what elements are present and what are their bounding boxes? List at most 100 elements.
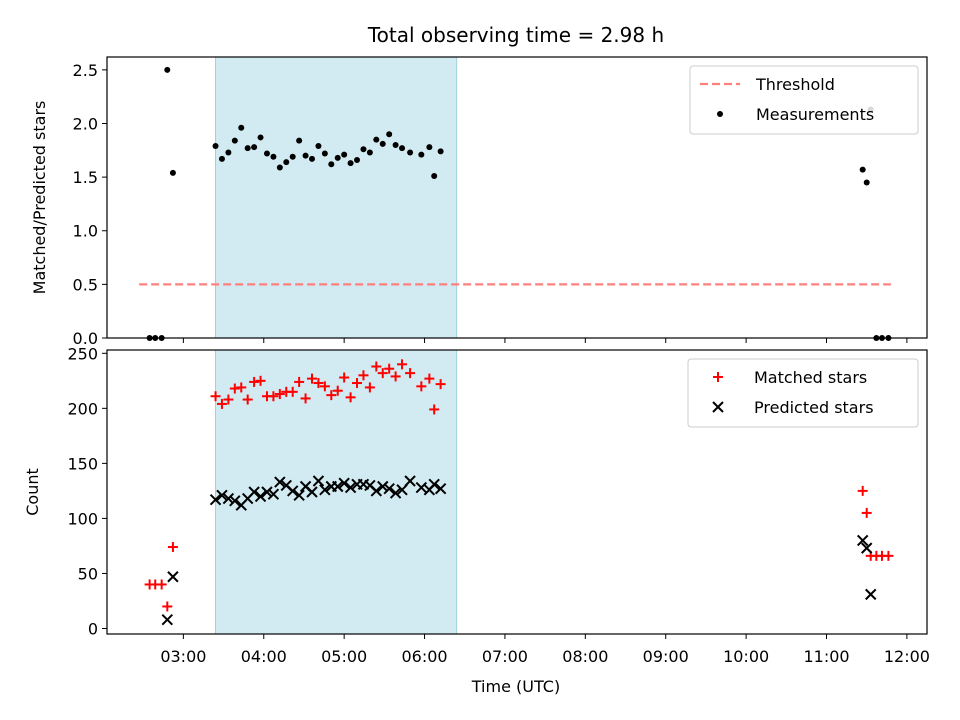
data-point <box>261 486 273 498</box>
data-point <box>399 145 406 152</box>
data-point <box>249 376 260 387</box>
y-tick-label: 0 <box>88 619 98 638</box>
data-point <box>392 141 399 148</box>
observing-span-0 <box>215 56 458 339</box>
data-point <box>306 486 318 498</box>
data-point <box>231 137 238 144</box>
data-point <box>860 542 873 554</box>
data-point <box>431 173 438 180</box>
data-point <box>236 382 247 393</box>
data-point <box>242 394 253 405</box>
x-b <box>860 542 873 554</box>
data-point <box>229 495 241 507</box>
data-point <box>263 150 270 157</box>
y-axis-label: Matched/Predicted stars <box>30 101 49 295</box>
data-point <box>332 480 344 493</box>
data-point <box>416 381 427 392</box>
x-b <box>415 481 428 494</box>
data-point <box>883 550 894 561</box>
data-point <box>435 379 446 390</box>
data-point <box>257 134 264 141</box>
data-point <box>383 482 395 495</box>
data-point <box>162 601 173 612</box>
data-point <box>857 485 868 496</box>
data-point <box>251 144 258 151</box>
data-point <box>358 370 369 381</box>
data-point <box>366 149 373 156</box>
data-point <box>404 475 416 487</box>
x-b <box>229 495 241 507</box>
x-b <box>856 534 869 547</box>
data-point <box>861 507 872 518</box>
x-tick-label: 03:00 <box>160 647 206 666</box>
data-point <box>384 363 395 374</box>
data-point <box>225 149 232 156</box>
data-point <box>312 475 325 487</box>
data-point <box>418 151 425 158</box>
data-point <box>379 140 386 147</box>
data-point <box>307 373 317 384</box>
x-b <box>306 486 318 498</box>
data-point <box>344 481 357 494</box>
data-point <box>859 166 866 173</box>
data-point <box>426 144 433 151</box>
data-point <box>254 490 267 503</box>
x-tick-label: 04:00 <box>241 647 287 666</box>
data-point <box>293 489 305 502</box>
data-point <box>407 149 414 156</box>
data-point <box>370 485 383 497</box>
x-b <box>865 588 877 601</box>
data-point <box>319 484 331 496</box>
x-tick-label: 12:00 <box>884 647 930 666</box>
data-point <box>429 404 440 415</box>
data-point <box>341 151 348 158</box>
data-point <box>286 485 299 497</box>
data-point <box>863 179 870 186</box>
y-tick-label: 250 <box>67 344 98 363</box>
data-point <box>156 579 167 590</box>
y-tick-label: 150 <box>67 454 98 473</box>
series-matched-stars <box>144 359 894 612</box>
data-point <box>294 376 305 387</box>
x-b <box>332 480 344 493</box>
y-tick-label: 100 <box>67 509 98 528</box>
data-point <box>268 391 279 402</box>
data-point <box>274 389 285 400</box>
x-b <box>261 486 273 498</box>
data-point <box>347 160 354 167</box>
x-b <box>396 484 408 496</box>
y-tick-label: 0.0 <box>73 329 98 348</box>
x-b <box>338 477 350 489</box>
data-point <box>218 155 225 162</box>
data-point <box>274 476 286 488</box>
data-point <box>302 152 309 159</box>
data-point <box>313 378 324 389</box>
data-point <box>434 482 447 495</box>
legend-label: Matched stars <box>754 368 867 387</box>
data-point <box>415 481 428 494</box>
data-point <box>424 373 435 384</box>
axes-frame-1 <box>106 349 928 635</box>
x-tick-label: 06:00 <box>401 647 447 666</box>
data-point <box>328 161 335 168</box>
data-point <box>223 394 234 405</box>
data-point <box>270 153 277 160</box>
data-point <box>377 368 388 379</box>
x-b <box>274 476 286 488</box>
x-b <box>267 488 280 500</box>
data-point <box>371 361 382 372</box>
legend-label: Measurements <box>756 105 874 124</box>
observing-span-1 <box>215 349 458 635</box>
data-point <box>287 386 298 397</box>
data-point <box>338 477 350 489</box>
data-point <box>373 136 380 143</box>
legend-box <box>687 358 919 428</box>
x-tick-label: 10:00 <box>723 647 769 666</box>
x-b <box>344 481 357 494</box>
x-axis-label: Time (UTC) <box>471 677 560 696</box>
data-point <box>216 489 228 502</box>
data-point <box>169 169 176 176</box>
data-point <box>389 487 402 499</box>
x-b <box>161 613 174 626</box>
x-b <box>209 493 222 506</box>
